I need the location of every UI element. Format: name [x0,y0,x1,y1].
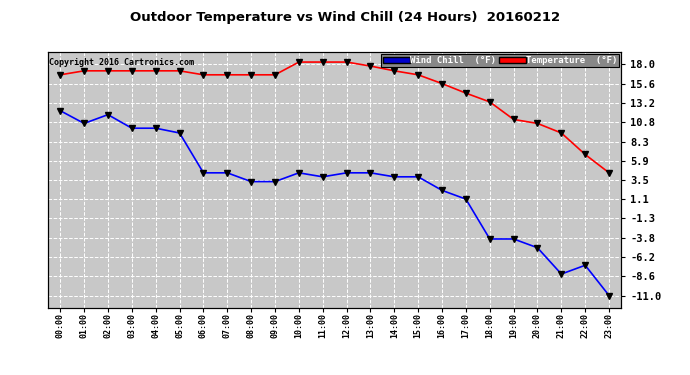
Legend: Wind Chill  (°F), Temperature  (°F): Wind Chill (°F), Temperature (°F) [382,54,619,67]
Text: Outdoor Temperature vs Wind Chill (24 Hours)  20160212: Outdoor Temperature vs Wind Chill (24 Ho… [130,11,560,24]
Text: Copyright 2016 Cartronics.com: Copyright 2016 Cartronics.com [50,58,195,67]
